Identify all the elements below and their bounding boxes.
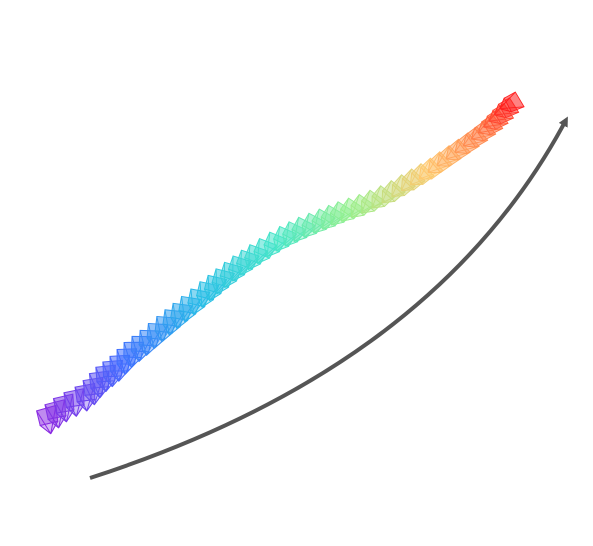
motion-direction-arrow bbox=[90, 120, 566, 478]
camera-pose-trajectory bbox=[36, 91, 524, 435]
